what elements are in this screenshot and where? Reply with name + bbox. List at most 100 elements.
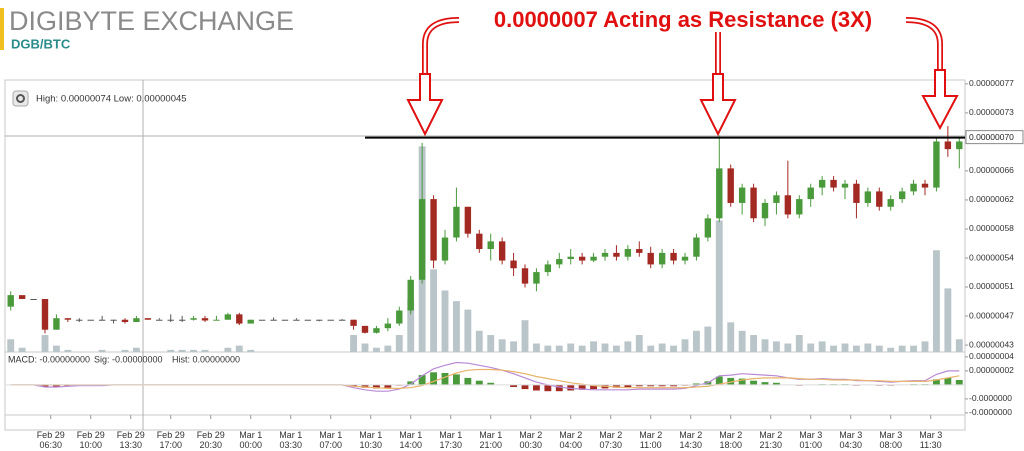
volume-bar: [441, 290, 449, 352]
volume-bar: [121, 349, 129, 352]
macd-hist-bar: [533, 384, 540, 391]
volume-bar: [738, 330, 746, 352]
candle-body: [796, 199, 803, 215]
candle-body: [727, 168, 734, 203]
candle-body: [7, 295, 14, 307]
macd-hist-bar: [407, 381, 415, 385]
candle-body: [190, 318, 197, 320]
candle-body: [430, 199, 437, 261]
candle-body: [601, 252, 609, 257]
candle-body: [327, 319, 334, 321]
macd-hist-bar: [624, 384, 632, 387]
volume-bar: [247, 349, 255, 352]
volume-bar: [921, 341, 929, 352]
candle-body: [864, 191, 872, 203]
volume-bar: [533, 343, 540, 352]
volume-bar: [555, 345, 563, 352]
macd-hist-bar: [567, 384, 575, 391]
volume-bar: [818, 341, 826, 352]
arrow-head: [406, 73, 444, 137]
candle-body: [98, 319, 106, 321]
y-tick-label: 0.00000073: [969, 107, 1014, 117]
candle-body: [944, 141, 952, 150]
x-tick-label: Mar 3 01:00: [799, 430, 823, 450]
price-tag-label: 0.00000070: [969, 132, 1014, 142]
candle-body: [361, 325, 369, 333]
plot-frame: [4, 79, 966, 431]
macd-hist-bar: [635, 384, 643, 387]
volume-bar: [601, 343, 609, 352]
volume-bar: [898, 345, 906, 352]
macd-hist-bar: [41, 384, 49, 387]
macd-hist-bar: [670, 384, 677, 387]
y-tick-label: 0.00000051: [969, 281, 1014, 291]
volume-bar: [464, 309, 472, 352]
candle-body: [636, 249, 643, 253]
settings-button[interactable]: [12, 90, 29, 107]
macd-hist-bar: [773, 382, 780, 385]
volume-bar: [727, 322, 735, 352]
candle-body: [624, 249, 632, 257]
volume-bar: [41, 335, 49, 352]
y-tick-label: 0.00000004: [969, 351, 1014, 361]
candle-body: [373, 328, 380, 333]
candle-body: [144, 318, 152, 320]
x-tick-label: Mar 1 00:00: [239, 430, 263, 450]
candle-body: [121, 319, 129, 323]
candle-body: [921, 183, 929, 188]
volume-bar: [190, 349, 197, 352]
volume-bar: [875, 345, 883, 352]
candle-body: [224, 314, 232, 320]
y-tick-label: 0.00000047: [969, 310, 1014, 320]
volume-bar: [955, 339, 963, 352]
volume-bar: [613, 345, 620, 352]
candle-body: [110, 319, 117, 321]
volume-bar: [487, 335, 495, 352]
macd-hist-bar: [487, 382, 495, 385]
candle-body: [464, 206, 472, 234]
candle-body: [53, 318, 60, 330]
candle-body: [510, 260, 517, 269]
x-tick-label: Mar 2 18:00: [719, 430, 743, 450]
candle-body: [384, 323, 392, 329]
macd-hist-bar: [955, 380, 963, 385]
volume-bar: [350, 335, 357, 352]
volume-bar: [887, 347, 895, 352]
x-tick-label: Feb 29 20:30: [196, 430, 225, 450]
candle-body: [270, 319, 277, 321]
macd-hist-bar: [590, 384, 597, 390]
macd-hist-bar: [750, 380, 757, 385]
accent-bar: [0, 8, 4, 50]
candle-body: [647, 252, 654, 265]
candle-body: [396, 310, 403, 324]
macd-hist-bar: [944, 377, 952, 385]
volume-bar: [830, 345, 837, 352]
candle-body: [76, 319, 83, 321]
candle-body: [807, 187, 814, 200]
macd-hist-bar: [555, 384, 563, 392]
price-layer: [7, 126, 965, 334]
candle-body: [304, 319, 312, 321]
x-tick-label: Mar 2 07:30: [599, 430, 623, 450]
candle-body: [910, 183, 917, 192]
candle-body: [681, 256, 689, 261]
macd-readout: Hist: 0.00000000: [172, 354, 240, 364]
volume-bar: [224, 347, 232, 352]
candle-body: [316, 319, 323, 321]
volume-bar: [658, 343, 666, 352]
macd-hist-bar: [475, 380, 483, 385]
candle-body: [350, 319, 357, 326]
volume-bar: [841, 343, 849, 352]
volume-bar: [635, 335, 643, 352]
volume-bar: [53, 345, 60, 352]
candle-body: [716, 168, 723, 219]
macd-hist-bar: [53, 384, 60, 387]
macd-hist-bar: [430, 372, 437, 385]
volume-bar: [98, 349, 106, 352]
volume-bar: [807, 343, 815, 352]
macd-hist-bar: [544, 384, 552, 392]
candle-body: [704, 218, 712, 238]
macd-hist-bar: [350, 384, 357, 387]
macd-hist-bar: [933, 379, 940, 385]
